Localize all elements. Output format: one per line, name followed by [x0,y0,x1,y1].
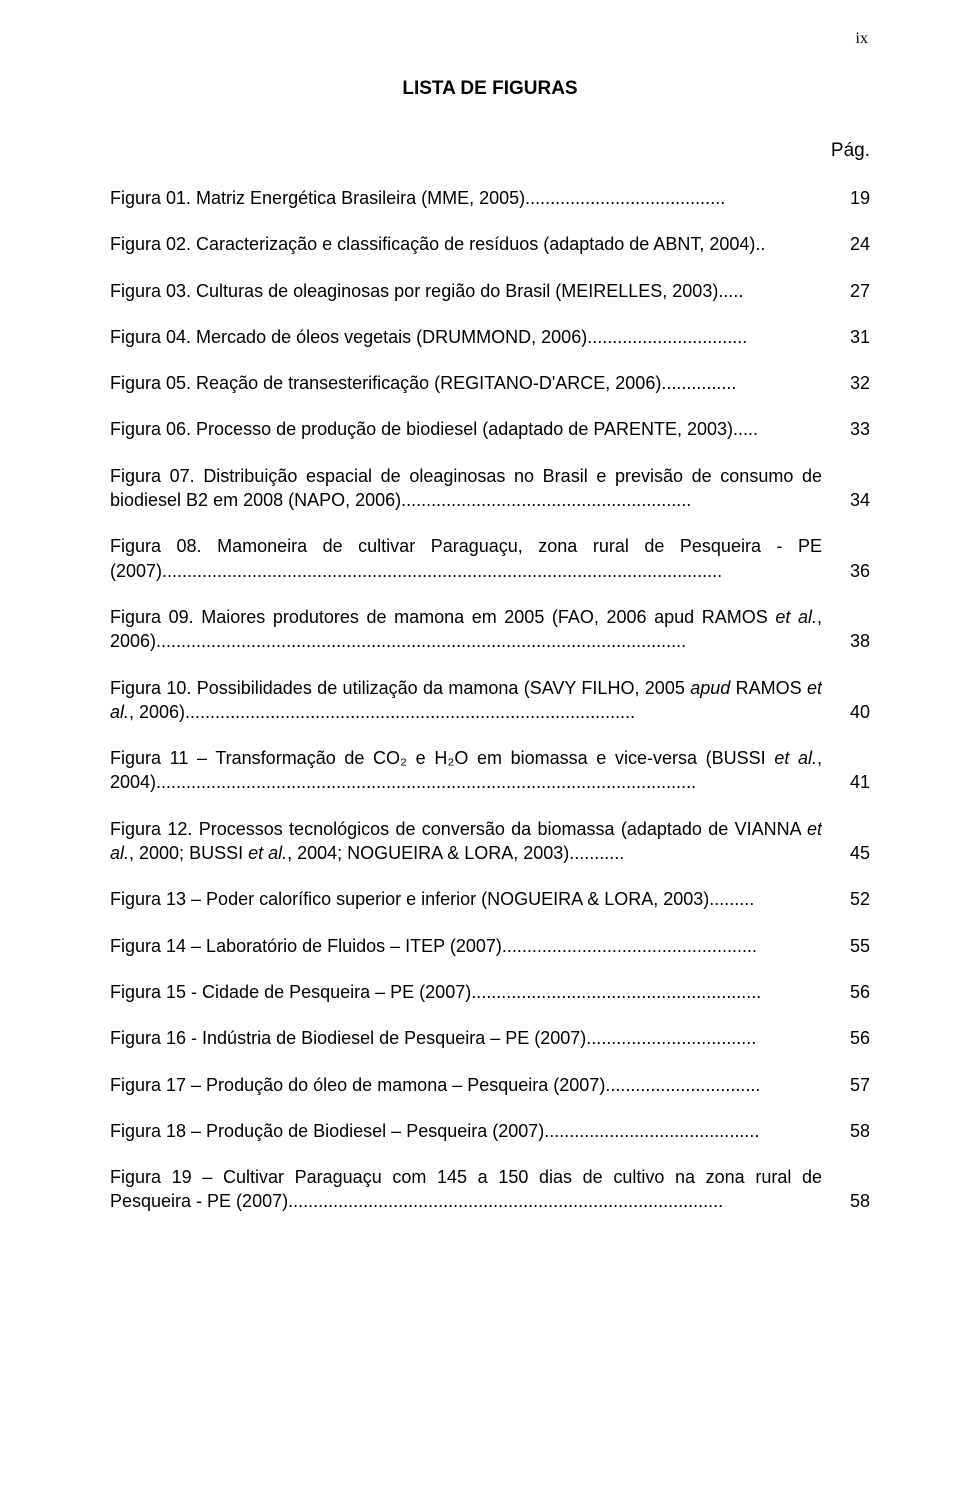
figure-entry-text: Figura 05. Reação de transesterificação … [110,371,822,395]
list-title: LISTA DE FIGURAS [110,78,870,100]
figure-entry-text: Figura 19 – Cultivar Paraguaçu com 145 a… [110,1165,822,1214]
figure-entry-page: 58 [822,1189,870,1213]
figure-entry-page: 55 [822,934,870,958]
figure-entry-page: 33 [822,417,870,441]
figure-entry: Figura 08. Mamoneira de cultivar Paragua… [110,534,870,583]
figure-entry-text: Figura 07. Distribuição espacial de olea… [110,464,822,513]
figure-entry-page: 34 [822,488,870,512]
figure-entry-page: 19 [822,186,870,210]
figure-entry: Figura 12. Processos tecnológicos de con… [110,817,870,866]
figure-entry-text: Figura 06. Processo de produção de biodi… [110,417,822,441]
page-number-roman: ix [856,30,868,48]
figure-entry-text: Figura 18 – Produção de Biodiesel – Pesq… [110,1119,822,1143]
figure-entry-text: Figura 08. Mamoneira de cultivar Paragua… [110,534,822,583]
figure-entry: Figura 10. Possibilidades de utilização … [110,676,870,725]
figure-entry-page: 24 [822,232,870,256]
figure-entry: Figura 13 – Poder calorífico superior e … [110,887,870,911]
figure-entry: Figura 14 – Laboratório de Fluidos – ITE… [110,934,870,958]
figure-entry: Figura 15 - Cidade de Pesqueira – PE (20… [110,980,870,1004]
figure-entry: Figura 19 – Cultivar Paraguaçu com 145 a… [110,1165,870,1214]
figure-entry-page: 38 [822,629,870,653]
figure-entry-text: Figura 04. Mercado de óleos vegetais (DR… [110,325,822,349]
figure-entry-page: 31 [822,325,870,349]
figure-entry-page: 40 [822,700,870,724]
figure-entry-page: 27 [822,279,870,303]
figure-entry: Figura 01. Matriz Energética Brasileira … [110,186,870,210]
figure-entry-page: 56 [822,980,870,1004]
figure-entry-text: Figura 14 – Laboratório de Fluidos – ITE… [110,934,822,958]
figure-entry: Figura 18 – Produção de Biodiesel – Pesq… [110,1119,870,1143]
figure-entry-page: 56 [822,1026,870,1050]
figure-entry: Figura 09. Maiores produtores de mamona … [110,605,870,654]
figure-entry-page: 32 [822,371,870,395]
figure-entry-text: Figura 17 – Produção do óleo de mamona –… [110,1073,822,1097]
figure-entry-page: 58 [822,1119,870,1143]
page-container: ix LISTA DE FIGURAS Pág. Figura 01. Matr… [0,0,960,1494]
figure-entry-text: Figura 09. Maiores produtores de mamona … [110,605,822,654]
figure-entry-text: Figura 10. Possibilidades de utilização … [110,676,822,725]
figure-entry-page: 41 [822,770,870,794]
figure-entry: Figura 07. Distribuição espacial de olea… [110,464,870,513]
figure-entry: Figura 02. Caracterização e classificaçã… [110,232,870,256]
figure-entry: Figura 17 – Produção do óleo de mamona –… [110,1073,870,1097]
figure-entry-text: Figura 11 – Transformação de CO₂ e H₂O e… [110,746,822,795]
figure-entry: Figura 03. Culturas de oleaginosas por r… [110,279,870,303]
page-column-label: Pág. [110,140,870,162]
figure-entry: Figura 06. Processo de produção de biodi… [110,417,870,441]
figure-entry: Figura 05. Reação de transesterificação … [110,371,870,395]
figure-entry-page: 36 [822,559,870,583]
figure-entry-text: Figura 02. Caracterização e classificaçã… [110,232,822,256]
figure-entry-text: Figura 01. Matriz Energética Brasileira … [110,186,822,210]
figure-entry-text: Figura 12. Processos tecnológicos de con… [110,817,822,866]
figure-list: Figura 01. Matriz Energética Brasileira … [110,186,870,1214]
figure-entry: Figura 11 – Transformação de CO₂ e H₂O e… [110,746,870,795]
figure-entry: Figura 04. Mercado de óleos vegetais (DR… [110,325,870,349]
figure-entry-text: Figura 03. Culturas de oleaginosas por r… [110,279,822,303]
figure-entry-text: Figura 15 - Cidade de Pesqueira – PE (20… [110,980,822,1004]
figure-entry-page: 45 [822,841,870,865]
figure-entry-page: 52 [822,887,870,911]
figure-entry: Figura 16 - Indústria de Biodiesel de Pe… [110,1026,870,1050]
figure-entry-text: Figura 13 – Poder calorífico superior e … [110,887,822,911]
figure-entry-text: Figura 16 - Indústria de Biodiesel de Pe… [110,1026,822,1050]
figure-entry-page: 57 [822,1073,870,1097]
